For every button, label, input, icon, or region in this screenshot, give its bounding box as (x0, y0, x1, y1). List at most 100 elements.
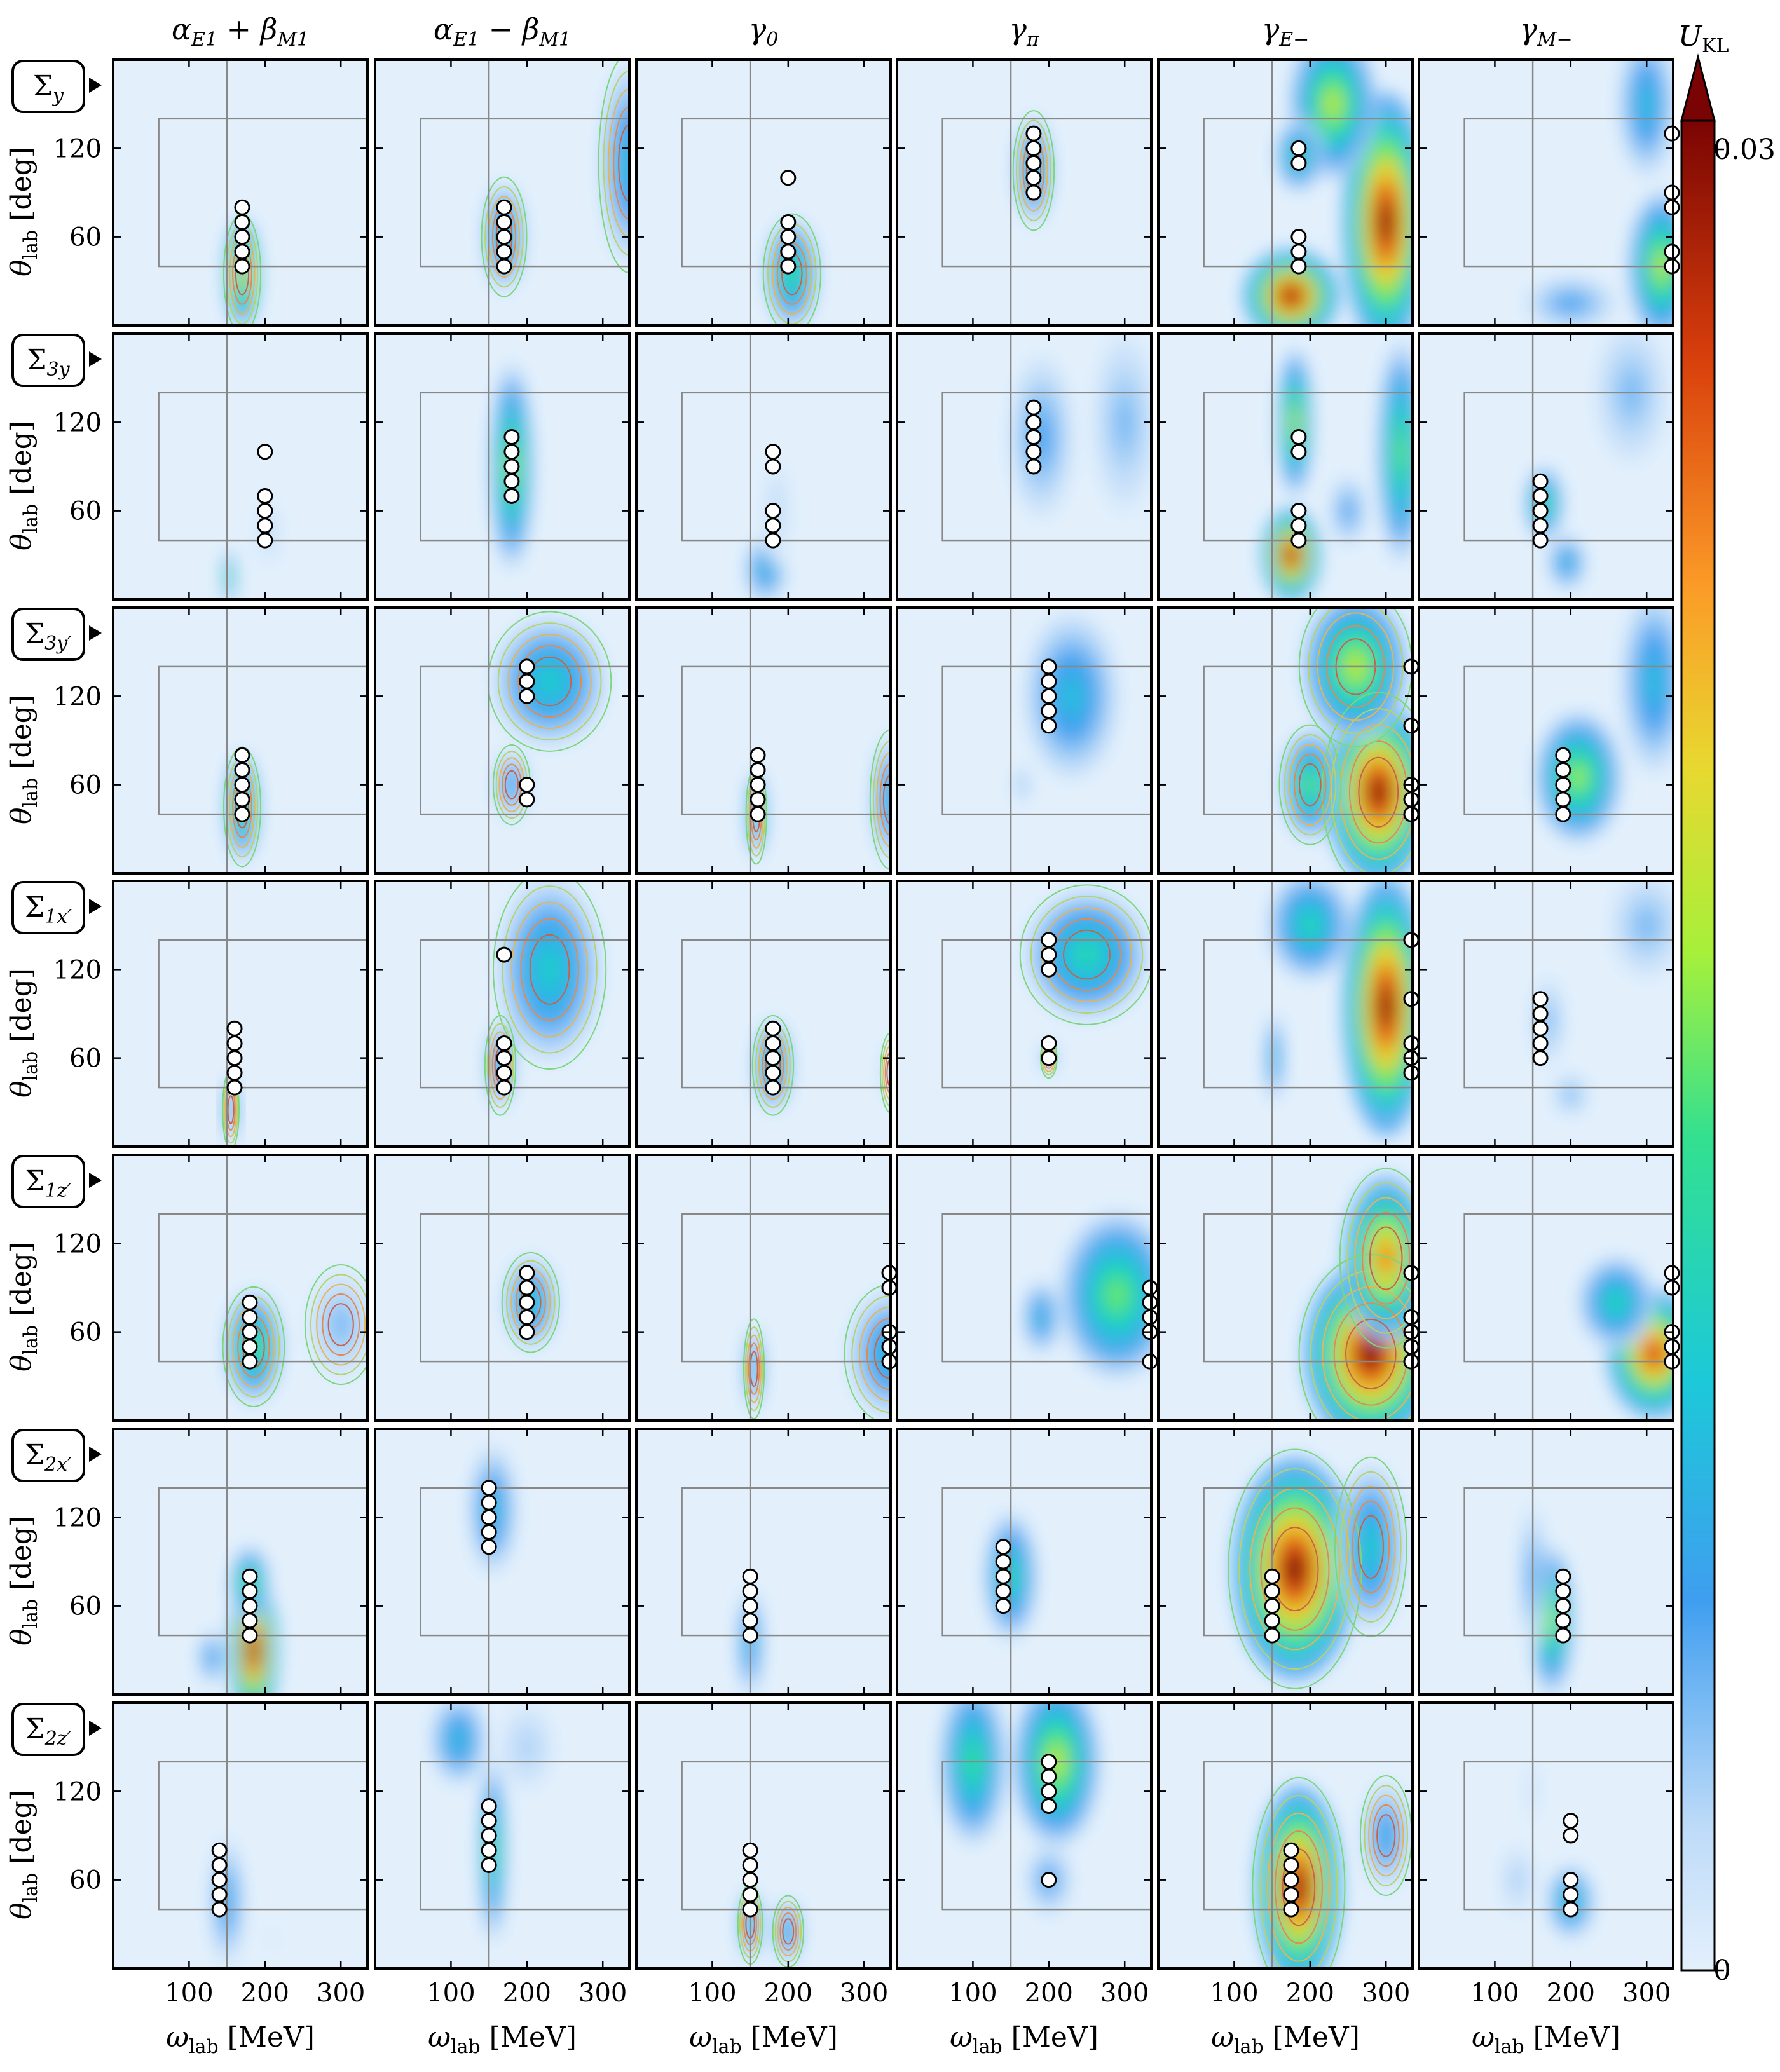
y-axis-label: θlab [deg] (5, 1516, 42, 1646)
row-arrow-marker (89, 625, 102, 641)
data-point (519, 688, 535, 704)
column-header: αE1 + βM1 (172, 12, 309, 51)
data-point (1041, 1798, 1057, 1815)
row-label: Σ2x′ (11, 1429, 102, 1482)
panel-frame (896, 1428, 1153, 1696)
column-header-symbol: α (434, 12, 453, 46)
contour-line (743, 1318, 765, 1420)
contour-line (1352, 1500, 1390, 1593)
contour-line (1331, 708, 1413, 873)
data-point (1290, 429, 1307, 446)
data-points (1290, 429, 1307, 549)
x-tick-label: 300 (317, 1979, 365, 2008)
data-point (765, 503, 781, 519)
heatmap-field (484, 881, 607, 1116)
column-header-subscript: E1 (191, 29, 217, 51)
heatmap-level (1567, 1091, 1574, 1099)
y-axis-symbol: θ (5, 1080, 38, 1098)
contour-line (879, 1032, 891, 1114)
row-arrow-marker (89, 899, 102, 914)
data-point (1290, 140, 1307, 156)
panel-frame (112, 1154, 369, 1422)
column-header-symbol: γ (1519, 12, 1537, 46)
y-axis-subscript: lab (20, 1873, 42, 1903)
heatmap-field (1264, 881, 1413, 1136)
data-point (1290, 155, 1307, 172)
panel-6-4: 100 200 300 (1157, 1701, 1414, 2008)
y-tick-label: 120 (53, 682, 102, 711)
data-points (1290, 140, 1307, 275)
contour-line (310, 1274, 367, 1375)
x-axis-unit: [MeV] (1003, 2021, 1099, 2054)
heatmap-level (1648, 665, 1660, 697)
row-arrow-marker (89, 1173, 102, 1188)
heatmap-field (469, 1445, 517, 1575)
data-point (750, 747, 766, 763)
data-points (1025, 125, 1042, 201)
data-point (1290, 517, 1307, 534)
contour-line (1294, 753, 1327, 816)
heatmap-level (522, 1739, 532, 1755)
panel-frame (1157, 1154, 1414, 1422)
heatmap-level (1365, 1533, 1377, 1561)
row-label: Σ3y′ (11, 608, 102, 661)
panel-5-4 (1157, 1428, 1414, 1696)
row-label-symbol: Σ (25, 891, 44, 924)
data-point (765, 1065, 781, 1081)
row-label-box (11, 608, 85, 661)
panel-background (636, 881, 891, 1147)
data-point (742, 1872, 758, 1888)
data-point (1563, 1827, 1579, 1844)
data-point (496, 1065, 512, 1081)
column-header-symbol: γ (749, 12, 767, 46)
row-label-subscript: y (51, 85, 64, 107)
data-point (1555, 1627, 1571, 1644)
heatmap-field (1022, 1212, 1151, 1379)
row-label-subscript: 1x′ (44, 906, 72, 928)
panel-4-3 (896, 1154, 1158, 1422)
contour-line (1298, 763, 1322, 807)
panel-frame (635, 332, 892, 601)
y-axis-unit: [deg] (5, 1790, 38, 1873)
heatmap-level (249, 1637, 258, 1663)
panel-6-1: 100 200 300 (374, 1701, 631, 2008)
data-point (496, 243, 512, 260)
data-point (1290, 532, 1307, 549)
contour-line (1376, 1814, 1396, 1857)
contour-line (1357, 1515, 1384, 1579)
contour-line (1333, 1302, 1409, 1406)
data-points (226, 1020, 243, 1096)
heatmap-level (209, 1653, 214, 1663)
row-label-box (11, 60, 85, 113)
column-header-symbol: γ (1262, 12, 1280, 46)
data-point (1532, 1020, 1549, 1037)
data-point (1041, 1754, 1057, 1770)
data-point (1041, 658, 1057, 675)
y-axis-subscript: lab (20, 504, 42, 534)
panel-6-2: 100 200 300 (635, 1701, 892, 2008)
x-axis-label: ωlab [MeV] (1211, 2021, 1360, 2058)
contour-line (507, 634, 592, 730)
data-point (742, 1598, 758, 1614)
contour-line (746, 1334, 762, 1403)
data-point (1041, 1050, 1057, 1067)
contour-line (882, 774, 891, 825)
data-point (1555, 747, 1571, 763)
panel-frame (635, 1428, 892, 1696)
data-point (242, 1627, 258, 1644)
row-label-text: Σ1z′ (25, 1165, 72, 1202)
data-point (1041, 961, 1057, 978)
data-point (765, 1035, 781, 1051)
data-point (1563, 1886, 1579, 1903)
panel-1-5 (1418, 332, 1674, 601)
data-point (242, 1583, 258, 1599)
panel-2-0: 60 120 (53, 606, 369, 875)
panel-frame (374, 880, 631, 1148)
data-point (1025, 399, 1042, 416)
x-axis-label: ωlab [MeV] (428, 2021, 577, 2058)
data-point (765, 517, 781, 534)
data-point (519, 1294, 535, 1311)
panel-frame (896, 1154, 1153, 1422)
panel-4-2 (635, 1154, 898, 1422)
panel-5-1 (374, 1428, 631, 1696)
